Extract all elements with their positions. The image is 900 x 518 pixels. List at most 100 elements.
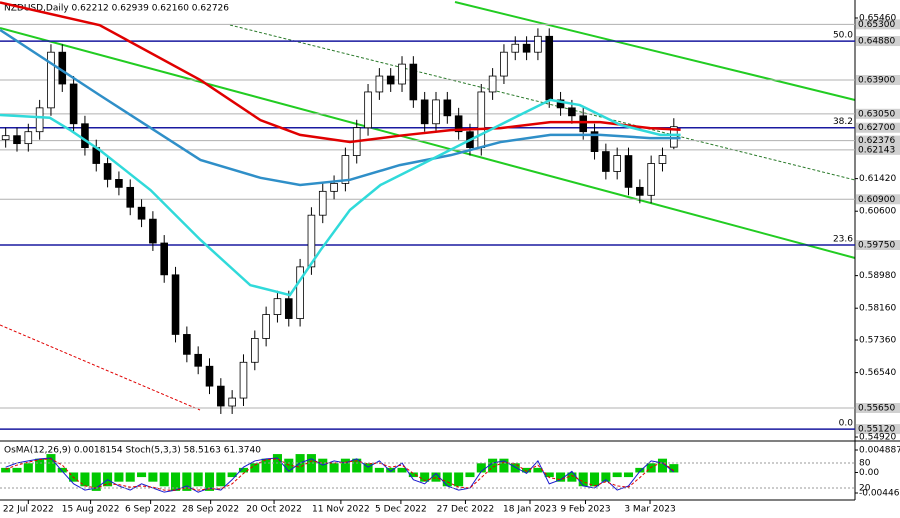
candle-body bbox=[624, 155, 633, 188]
osma-bar bbox=[352, 458, 362, 473]
stoch-y-tick-label: 20 bbox=[859, 484, 871, 494]
y-tick-label: 0.56540 bbox=[859, 368, 896, 378]
candle-body bbox=[228, 397, 236, 407]
osma-bar bbox=[80, 472, 90, 487]
level-label-box bbox=[856, 194, 900, 205]
candle-body bbox=[477, 91, 486, 149]
osma-bar bbox=[454, 472, 464, 487]
indicator-y-tick-label: 0.00 bbox=[859, 468, 879, 478]
candle-body bbox=[658, 155, 667, 164]
osma-bar bbox=[408, 472, 418, 478]
level-tick-label: 0.60900 bbox=[858, 195, 895, 205]
candle-body bbox=[13, 135, 21, 145]
y-tick-label: 0.57360 bbox=[859, 336, 896, 346]
fib-level-label: 0.0 bbox=[839, 419, 854, 429]
osma-bar bbox=[657, 458, 668, 473]
candle-body bbox=[24, 131, 33, 145]
osma-bar bbox=[510, 463, 520, 473]
candle-body bbox=[511, 43, 520, 53]
level-tick-label: 0.62700 bbox=[858, 123, 895, 133]
x-tick-label: 9 Feb 2023 bbox=[560, 505, 610, 515]
candle-body bbox=[69, 83, 78, 125]
osma-bar bbox=[227, 472, 237, 478]
candle-body bbox=[251, 338, 259, 363]
osma-bar bbox=[159, 472, 169, 487]
osma-bar bbox=[12, 467, 22, 473]
osma-bar bbox=[340, 458, 350, 473]
candle-body bbox=[420, 99, 429, 125]
level-tick-label: 0.55650 bbox=[858, 403, 895, 413]
level-tick-label: 0.65300 bbox=[858, 20, 895, 30]
candle-body bbox=[273, 298, 282, 315]
x-tick-label: 6 Sep 2022 bbox=[125, 505, 176, 515]
osma-bar bbox=[635, 467, 645, 473]
level-label-box bbox=[856, 19, 900, 30]
candle-body bbox=[296, 266, 304, 319]
candle-body bbox=[284, 298, 293, 319]
channel-line bbox=[454, 1, 856, 101]
candle-body bbox=[318, 190, 327, 216]
stoch-y-tick-label: 80 bbox=[859, 459, 871, 469]
x-tick-label: 15 Aug 2022 bbox=[62, 505, 120, 515]
osma-bar bbox=[623, 472, 634, 478]
candle-body bbox=[205, 365, 214, 387]
osma-bar bbox=[431, 472, 441, 482]
osma-bar bbox=[182, 472, 192, 491]
candle-body bbox=[1, 135, 10, 141]
osma-bar bbox=[250, 463, 260, 473]
osma-bar bbox=[386, 467, 396, 473]
candle-body bbox=[149, 218, 157, 244]
osma-bar bbox=[204, 472, 215, 491]
osma-bar bbox=[114, 472, 124, 482]
candle-body bbox=[341, 155, 350, 184]
osma-bar bbox=[261, 458, 271, 473]
candle-body bbox=[556, 99, 565, 109]
y-tick-label: 0.58160 bbox=[859, 304, 896, 314]
chart-header: NZDUSD,Daily 0.62212 0.62939 0.62160 0.6… bbox=[4, 4, 229, 14]
osma-bar bbox=[578, 472, 588, 487]
candle-body bbox=[171, 274, 180, 335]
candle-body bbox=[590, 131, 599, 152]
candle-body bbox=[613, 155, 621, 172]
candle-body bbox=[35, 107, 44, 133]
candle-body bbox=[386, 75, 395, 85]
osma-bar bbox=[397, 467, 407, 473]
candle-body bbox=[568, 107, 576, 117]
osma-bar bbox=[522, 467, 532, 473]
level-label-box bbox=[856, 36, 900, 47]
candle-body bbox=[636, 186, 644, 196]
x-tick-label: 11 Nov 2022 bbox=[312, 505, 370, 515]
level-tick-label: 0.59750 bbox=[858, 241, 895, 251]
osma-bar bbox=[420, 472, 430, 482]
osma-bar bbox=[329, 463, 339, 473]
osma-bar bbox=[148, 472, 158, 482]
candle-body bbox=[647, 163, 655, 196]
candle-body bbox=[330, 182, 338, 192]
x-tick-label: 22 Jul 2022 bbox=[3, 505, 54, 515]
candle-body bbox=[307, 214, 316, 268]
osma-bar bbox=[567, 472, 577, 482]
candle-body bbox=[239, 361, 248, 399]
y-tick-label: 0.65460 bbox=[859, 14, 896, 24]
candle-body bbox=[194, 353, 202, 367]
y-tick-label: 0.58980 bbox=[859, 271, 896, 281]
candle-body bbox=[262, 314, 270, 339]
candle-body bbox=[432, 99, 440, 125]
level-tick-label: 0.62376 bbox=[858, 136, 895, 146]
x-tick-label: 28 Sep 2022 bbox=[182, 505, 239, 515]
dashed-trend-line bbox=[0, 324, 201, 411]
osma-bar bbox=[46, 454, 56, 473]
candle-body bbox=[500, 51, 508, 77]
candle-body bbox=[47, 51, 55, 109]
level-label-box bbox=[856, 135, 900, 146]
x-tick-label: 18 Jan 2023 bbox=[503, 505, 557, 515]
x-tick-label: 5 Dec 2022 bbox=[375, 505, 427, 515]
osma-bar bbox=[646, 463, 656, 473]
osma-bar bbox=[1, 467, 11, 473]
osma-bar bbox=[533, 467, 543, 473]
candle-body bbox=[398, 63, 406, 85]
candle-body bbox=[454, 115, 463, 133]
level-tick-label: 0.63050 bbox=[858, 109, 895, 119]
osma-bar bbox=[465, 472, 475, 478]
